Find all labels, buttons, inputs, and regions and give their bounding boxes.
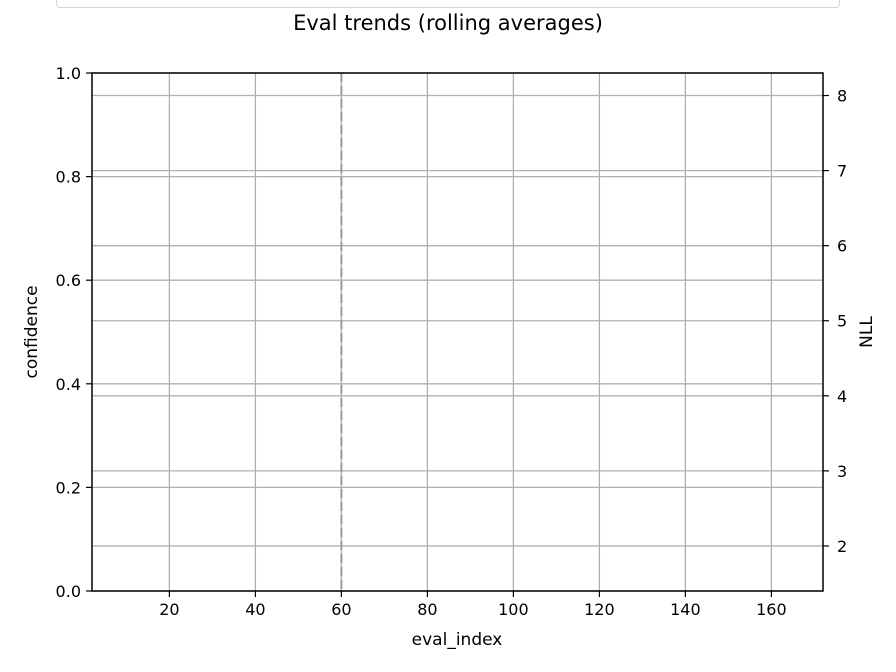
y-tick-label: 0.4: [56, 375, 81, 394]
y2-tick-label: 8: [837, 87, 847, 106]
y2-tick-label: 5: [837, 312, 847, 331]
y2-tick-label: 4: [837, 387, 847, 406]
plot-frame: [91, 72, 824, 592]
x-tick-label: 80: [417, 600, 437, 619]
y2-tick-label: 2: [837, 537, 847, 556]
x-tick-label: 20: [159, 600, 179, 619]
y2-tick-label: 3: [837, 462, 847, 481]
legend-box: [56, 0, 840, 8]
y-axis-right: 2 3 4 5 6 7 8: [823, 87, 847, 556]
x-tick-label: 120: [584, 600, 615, 619]
x-tick-label: 100: [498, 600, 529, 619]
y2-axis-label: NLL: [857, 316, 877, 348]
y2-tick-label: 6: [837, 237, 847, 256]
y-tick-label: 0.2: [56, 478, 81, 497]
x-tick-label: 160: [756, 600, 787, 619]
y-tick-label: 0.8: [56, 168, 81, 187]
y-axis-left: 0.0 0.2 0.4 0.6 0.8 1.0: [56, 64, 92, 601]
x-axis: 20 40 60 80 100 120 140 160: [159, 591, 787, 619]
x-tick-label: 60: [331, 600, 351, 619]
x-tick-label: 140: [670, 600, 701, 619]
chart-title: Eval trends (rolling averages): [293, 11, 603, 35]
y-tick-label: 0.0: [56, 582, 81, 601]
x-tick-label: 40: [245, 600, 265, 619]
x-axis-label: eval_index: [412, 630, 503, 650]
grid-lines: [92, 72, 823, 592]
y-tick-label: 0.6: [56, 271, 81, 290]
y2-tick-label: 7: [837, 162, 847, 181]
y-tick-label: 1.0: [56, 64, 81, 83]
y-axis-label: confidence: [22, 285, 42, 378]
